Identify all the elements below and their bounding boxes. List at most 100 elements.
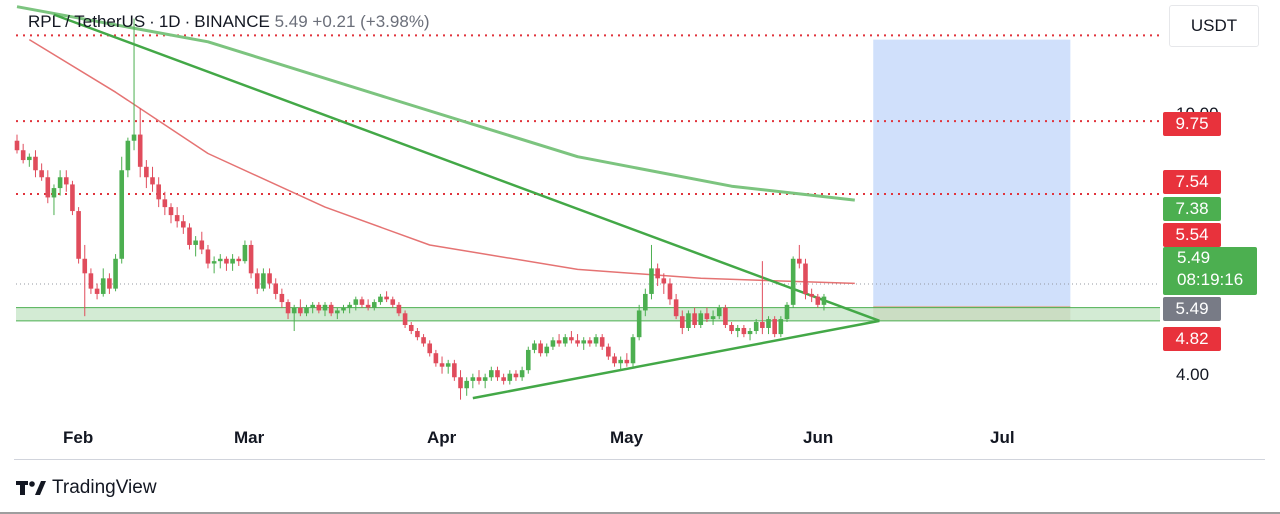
- candle-body: [378, 296, 383, 303]
- candle-body: [587, 340, 593, 344]
- candle-body: [371, 302, 377, 308]
- x-tick-label: Jul: [990, 428, 1015, 447]
- candle-body: [70, 184, 75, 212]
- x-tick-label: Apr: [427, 428, 457, 447]
- candle-body: [107, 278, 112, 289]
- candle-body: [415, 331, 420, 338]
- page-divider: [0, 512, 1280, 514]
- candle-body: [384, 296, 389, 300]
- candle-body: [199, 240, 205, 250]
- short-moving-average-line: [28, 38, 855, 285]
- candle-body: [211, 261, 217, 264]
- candle-body: [33, 156, 38, 171]
- candle-body: [643, 293, 648, 311]
- candle-body: [88, 273, 94, 289]
- candle-body: [45, 177, 51, 198]
- candle-body: [304, 307, 309, 314]
- descending-trendline: [53, 13, 880, 323]
- candle-body: [489, 370, 494, 378]
- change-pct-readout: (+3.98%): [360, 12, 430, 31]
- candle-body: [778, 319, 784, 335]
- candle-body: [205, 249, 211, 264]
- candle-body: [402, 313, 408, 325]
- candle-body: [427, 343, 433, 354]
- tradingview-logo-icon: [16, 481, 46, 495]
- chart-bottom-border: [14, 459, 1265, 460]
- candle-body: [359, 299, 365, 305]
- candle-body: [310, 304, 315, 308]
- candle-body: [686, 313, 691, 328]
- candle-body: [821, 296, 827, 305]
- candle-body: [495, 370, 500, 378]
- candle-body: [550, 340, 556, 347]
- candle-body: [803, 263, 808, 294]
- candle-body: [815, 296, 821, 305]
- candle-body: [113, 258, 118, 289]
- brand-name: TradingView: [52, 477, 157, 498]
- candle-body: [458, 377, 463, 389]
- support-zone: [16, 307, 1160, 321]
- candle-body: [766, 319, 771, 328]
- candle-body: [606, 346, 611, 357]
- candle-body: [316, 304, 322, 311]
- symbol-name[interactable]: RPL / TetherUS: [28, 12, 146, 31]
- candle-body: [747, 331, 753, 335]
- candle-body: [538, 343, 543, 354]
- chart-area[interactable]: RPL / TetherUS · 1D · BINANCE 5.49 +0.21 (+3…: [0, 0, 1280, 460]
- change-readout: +0.21: [312, 12, 356, 31]
- interval-label[interactable]: 1D: [158, 12, 181, 31]
- candle-body: [470, 377, 476, 381]
- price-label-resistance: 7.54: [1163, 170, 1221, 194]
- candle-body: [187, 227, 192, 245]
- candle-body: [519, 370, 525, 378]
- candle-body: [193, 240, 198, 245]
- chart-canvas[interactable]: [0, 0, 1280, 460]
- target-zone: [873, 39, 1071, 306]
- footer-branding[interactable]: TradingView: [16, 476, 157, 500]
- candle-body: [267, 273, 272, 284]
- candle-body: [790, 258, 796, 305]
- candle-body: [328, 304, 334, 314]
- candle-body: [476, 377, 482, 381]
- currency-unit-button[interactable]: USDT: [1169, 5, 1259, 47]
- ascending-trendline: [472, 319, 880, 400]
- price-label-previous-close: 5.49: [1163, 297, 1221, 321]
- candle-body: [298, 307, 303, 314]
- candle-body: [532, 343, 537, 350]
- candle-body: [181, 221, 186, 228]
- candle-body: [285, 302, 291, 314]
- candle-body: [772, 319, 777, 335]
- candle-body: [242, 244, 248, 262]
- candle-body: [291, 307, 297, 314]
- exchange-label: BINANCE: [194, 12, 270, 31]
- candle-body: [753, 322, 759, 332]
- candle-body: [144, 166, 149, 178]
- candle-body: [723, 307, 728, 325]
- long-moving-average-line: [16, 5, 855, 202]
- candle-body: [390, 299, 396, 305]
- candle-body: [525, 349, 531, 371]
- candle-body: [322, 304, 328, 311]
- candle-body: [162, 199, 168, 208]
- candle-body: [100, 278, 106, 294]
- candle-body: [679, 316, 685, 328]
- candle-body: [439, 363, 445, 367]
- candle-body: [612, 356, 617, 364]
- last-price-readout: 5.49: [274, 12, 308, 31]
- candle-body: [452, 363, 457, 378]
- candle-body: [76, 211, 81, 259]
- candle-body: [760, 322, 765, 328]
- candle-body: [63, 177, 69, 185]
- candle-body: [482, 377, 488, 381]
- candle-body: [513, 373, 519, 378]
- candle-countdown: 08:19:16: [1177, 270, 1244, 289]
- candle-body: [365, 304, 371, 308]
- x-tick-label: Feb: [63, 428, 94, 447]
- candle-body: [784, 304, 790, 320]
- candle-body: [254, 273, 260, 289]
- candle-body: [581, 340, 587, 344]
- candle-body: [698, 313, 704, 325]
- candle-body: [82, 258, 88, 274]
- candle-body: [39, 170, 44, 178]
- candle-body: [667, 283, 673, 300]
